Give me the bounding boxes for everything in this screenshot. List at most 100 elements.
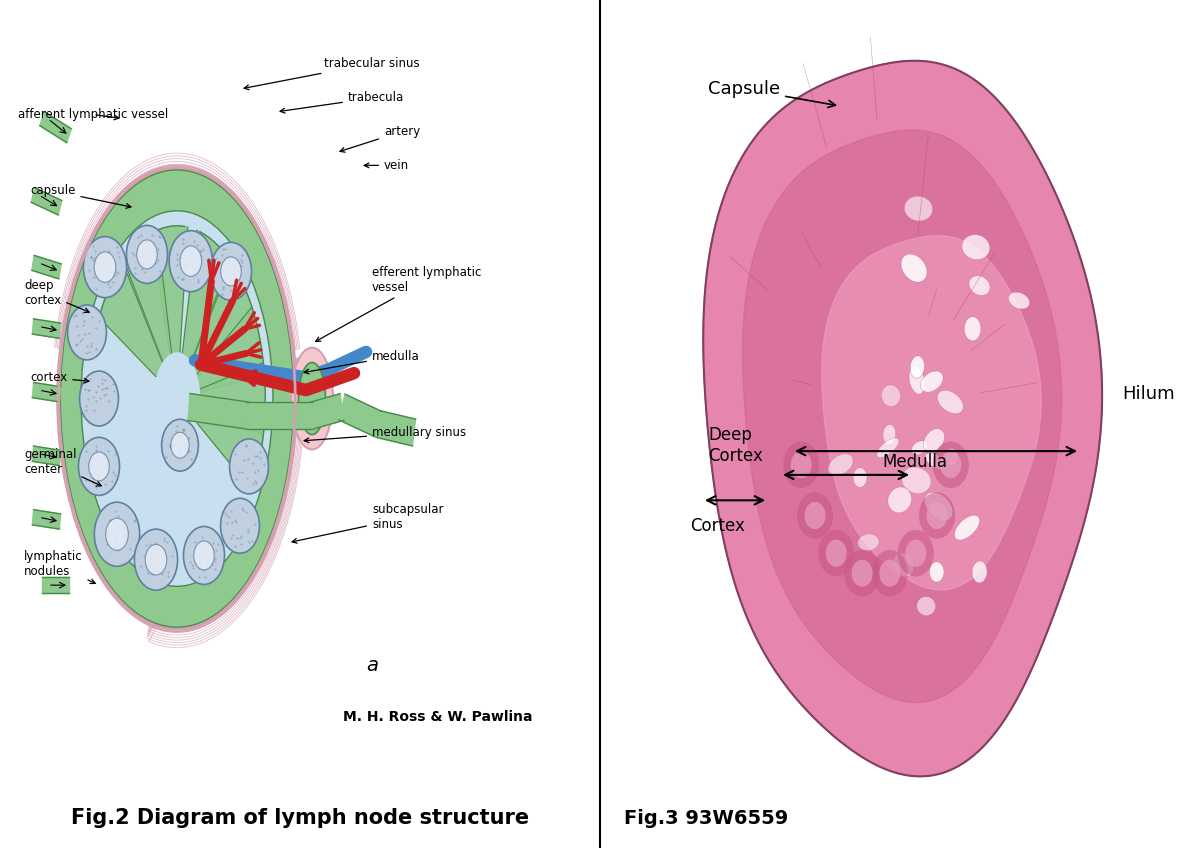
Ellipse shape [937, 390, 964, 414]
Polygon shape [310, 393, 344, 429]
Ellipse shape [972, 561, 988, 583]
Ellipse shape [926, 502, 948, 529]
Ellipse shape [89, 452, 109, 481]
Ellipse shape [221, 257, 241, 286]
Polygon shape [822, 236, 1042, 590]
Polygon shape [124, 231, 172, 361]
Ellipse shape [229, 439, 269, 494]
Text: Fig.2 Diagram of lymph node structure: Fig.2 Diagram of lymph node structure [71, 808, 529, 828]
Polygon shape [188, 393, 248, 429]
Ellipse shape [883, 425, 895, 444]
Ellipse shape [78, 438, 120, 495]
Text: artery: artery [340, 125, 420, 152]
Ellipse shape [910, 366, 925, 394]
Ellipse shape [60, 170, 294, 628]
Ellipse shape [826, 539, 847, 566]
Ellipse shape [58, 165, 298, 632]
Polygon shape [247, 402, 312, 429]
Polygon shape [32, 255, 61, 279]
Polygon shape [100, 262, 162, 377]
Text: cortex: cortex [30, 371, 89, 384]
Ellipse shape [901, 467, 931, 494]
Polygon shape [377, 410, 415, 446]
Ellipse shape [941, 451, 961, 478]
Ellipse shape [169, 231, 212, 292]
Polygon shape [32, 446, 60, 466]
Ellipse shape [95, 502, 139, 566]
Ellipse shape [954, 516, 979, 540]
Polygon shape [40, 112, 71, 142]
Text: M. H. Ross & W. Pawlina: M. H. Ross & W. Pawlina [343, 710, 533, 723]
Text: a: a [366, 656, 378, 675]
Polygon shape [197, 307, 264, 392]
Ellipse shape [924, 492, 953, 521]
Ellipse shape [858, 534, 880, 550]
Ellipse shape [844, 550, 880, 596]
Ellipse shape [919, 492, 955, 538]
Ellipse shape [180, 246, 202, 276]
Ellipse shape [94, 252, 115, 282]
Polygon shape [703, 61, 1102, 777]
Ellipse shape [292, 348, 334, 449]
Ellipse shape [965, 317, 980, 341]
Ellipse shape [791, 451, 811, 478]
Polygon shape [200, 363, 265, 434]
Ellipse shape [804, 502, 826, 529]
Ellipse shape [84, 237, 127, 298]
Ellipse shape [853, 468, 866, 488]
Ellipse shape [872, 550, 908, 596]
Text: efferent lymphatic
vessel: efferent lymphatic vessel [316, 265, 481, 342]
Ellipse shape [137, 240, 157, 269]
Ellipse shape [888, 487, 912, 513]
Text: vein: vein [364, 159, 409, 172]
Ellipse shape [134, 529, 178, 590]
Polygon shape [338, 394, 382, 437]
Text: Deep
Cortex: Deep Cortex [708, 426, 763, 465]
Ellipse shape [912, 441, 928, 455]
Ellipse shape [67, 305, 107, 360]
Ellipse shape [828, 454, 853, 476]
Ellipse shape [924, 429, 944, 452]
Ellipse shape [221, 499, 259, 553]
Polygon shape [60, 170, 294, 628]
Ellipse shape [82, 211, 272, 586]
Ellipse shape [126, 226, 168, 283]
Ellipse shape [193, 541, 215, 570]
Ellipse shape [1008, 292, 1030, 309]
Text: lymphatic
nodules: lymphatic nodules [24, 550, 95, 583]
Text: medulla: medulla [304, 349, 420, 374]
Ellipse shape [882, 385, 900, 406]
Ellipse shape [901, 254, 928, 282]
Ellipse shape [946, 448, 959, 466]
Text: Fig.3 93W6559: Fig.3 93W6559 [624, 809, 788, 828]
Polygon shape [703, 61, 1102, 777]
Ellipse shape [210, 243, 252, 300]
Ellipse shape [797, 492, 833, 538]
Text: medullary sinus: medullary sinus [304, 426, 466, 443]
Polygon shape [192, 262, 254, 377]
Ellipse shape [852, 560, 872, 587]
Ellipse shape [929, 561, 944, 582]
Text: trabecular sinus: trabecular sinus [244, 57, 420, 90]
Ellipse shape [917, 597, 936, 616]
Polygon shape [32, 382, 60, 402]
Ellipse shape [877, 438, 899, 458]
Ellipse shape [880, 560, 900, 587]
Polygon shape [182, 231, 230, 361]
Polygon shape [743, 130, 1062, 702]
Text: Capsule: Capsule [708, 80, 835, 108]
Text: Cortex: Cortex [690, 516, 745, 535]
Text: Hilum: Hilum [1122, 385, 1175, 404]
Ellipse shape [818, 530, 854, 577]
Text: germinal
center: germinal center [24, 448, 101, 486]
Ellipse shape [968, 276, 990, 295]
Ellipse shape [962, 235, 990, 259]
Ellipse shape [920, 371, 943, 392]
Ellipse shape [905, 196, 932, 221]
Text: afferent lymphatic vessel: afferent lymphatic vessel [18, 108, 168, 121]
Ellipse shape [184, 527, 224, 584]
Ellipse shape [170, 432, 190, 458]
Ellipse shape [299, 363, 325, 435]
Polygon shape [151, 226, 187, 354]
Text: subcapsular
sinus: subcapsular sinus [292, 503, 444, 544]
